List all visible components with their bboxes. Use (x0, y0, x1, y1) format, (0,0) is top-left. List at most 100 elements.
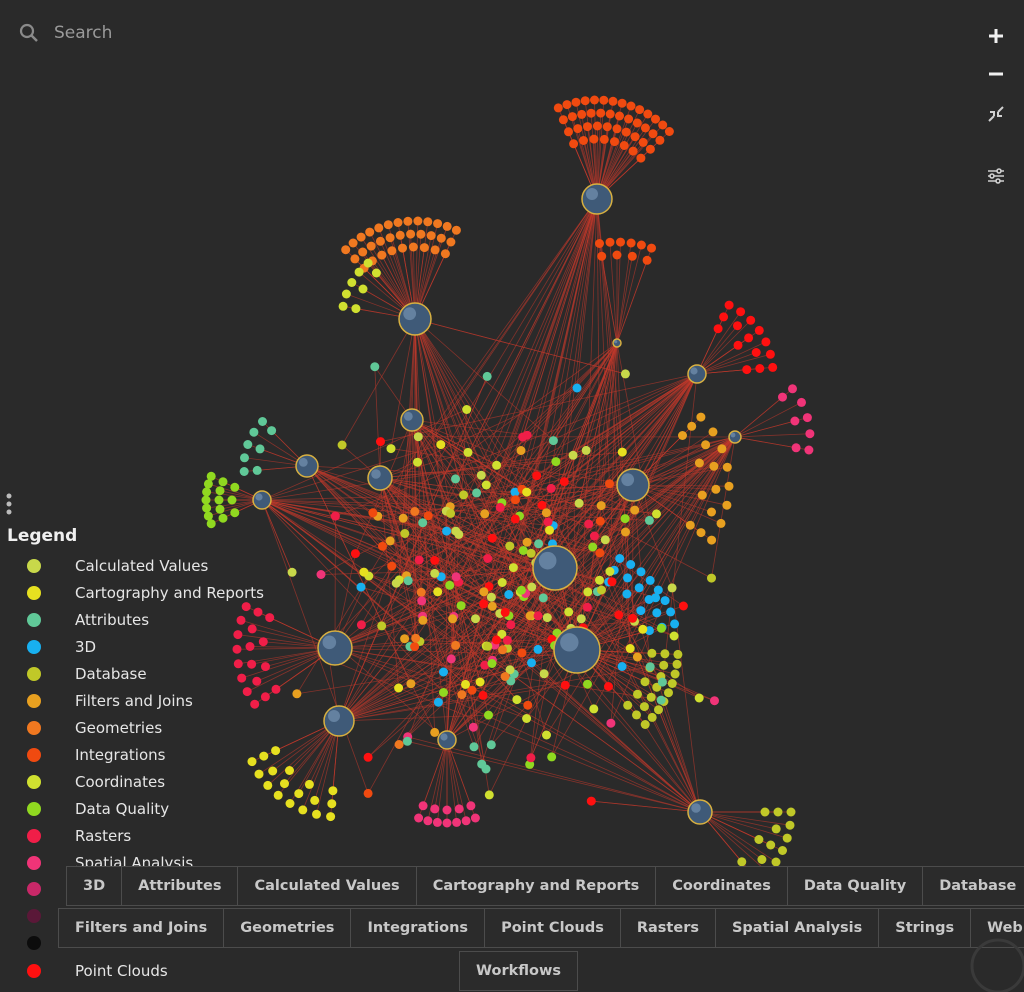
legend-item: Cartography and Reports (27, 583, 264, 603)
filter-button[interactable]: Coordinates (655, 866, 788, 906)
node (802, 413, 812, 423)
node (206, 519, 216, 529)
hub-highlight (538, 551, 557, 570)
node (394, 683, 404, 693)
edge (338, 666, 651, 722)
node (590, 95, 599, 105)
edge (575, 102, 598, 200)
filter-button[interactable]: Workflows (459, 951, 578, 991)
node (617, 662, 627, 671)
node (648, 129, 658, 139)
node (612, 250, 622, 260)
node (639, 702, 649, 712)
edge (485, 198, 598, 486)
fit-view[interactable] (986, 104, 1006, 124)
edge (508, 198, 598, 595)
node (451, 640, 461, 650)
legend-marker (27, 748, 41, 762)
legend-marker (27, 802, 41, 816)
node (451, 225, 461, 235)
hub-node (532, 545, 578, 591)
node (416, 229, 426, 239)
node (652, 608, 662, 618)
edge (296, 198, 598, 694)
settings[interactable] (986, 166, 1006, 186)
edge (584, 100, 598, 200)
node (478, 690, 488, 700)
filter-button[interactable]: Integrations (350, 908, 486, 948)
filter-button[interactable]: 3D (66, 866, 123, 906)
node (627, 251, 637, 261)
node (350, 549, 360, 559)
node (638, 624, 648, 634)
node (644, 515, 654, 525)
node (766, 840, 776, 850)
legend-item: Coordinates (27, 772, 165, 792)
node (370, 362, 380, 372)
panel-handle[interactable] (5, 492, 13, 516)
filter-button[interactable]: Database (922, 866, 1024, 906)
hub-highlight (403, 411, 413, 421)
node (483, 554, 493, 563)
node (716, 518, 726, 528)
filter-button[interactable]: Strings (878, 908, 972, 948)
filter-button[interactable]: Spatial Analysis (714, 908, 880, 948)
edge (329, 659, 701, 813)
node (667, 679, 677, 688)
filter-button[interactable]: Geometries (223, 908, 352, 948)
node (254, 769, 264, 779)
filter-button[interactable]: Data Quality (786, 866, 924, 906)
node (654, 705, 663, 715)
filter-button[interactable]: Cartography and Reports (415, 866, 657, 906)
filter-button[interactable]: Attributes (121, 866, 239, 906)
node (442, 221, 452, 231)
search-box[interactable]: Search (18, 18, 318, 48)
edge (434, 739, 448, 810)
filter-button[interactable]: Rasters (619, 908, 716, 948)
edge (408, 567, 556, 582)
node (215, 504, 225, 514)
zoom-in[interactable] (986, 26, 1006, 46)
edge (382, 484, 634, 547)
filter-button[interactable]: Filters and Joins (58, 908, 225, 948)
node (655, 135, 665, 145)
node (242, 687, 252, 697)
node (298, 805, 308, 815)
edge (596, 113, 649, 200)
node (374, 223, 384, 233)
hub-highlight (440, 733, 448, 741)
node (230, 482, 240, 492)
edge (379, 477, 399, 689)
node (423, 217, 433, 227)
legend-item: Data Quality (27, 799, 169, 819)
node (423, 816, 433, 826)
node (751, 348, 761, 357)
node (790, 416, 800, 426)
node (356, 232, 366, 242)
node (576, 614, 586, 624)
node (647, 712, 657, 722)
node (466, 801, 476, 811)
node (722, 500, 732, 510)
edge (414, 318, 424, 617)
edge (484, 484, 634, 515)
node (670, 619, 680, 629)
edge (398, 436, 736, 745)
filter-button[interactable]: Point Clouds (484, 908, 621, 948)
edge (330, 640, 448, 741)
node (630, 505, 640, 515)
node (542, 730, 551, 740)
node (236, 615, 246, 625)
zoom-out[interactable] (986, 64, 1006, 84)
node (547, 752, 557, 762)
node (581, 445, 591, 455)
node (487, 533, 497, 543)
edge (596, 198, 635, 622)
node (376, 437, 385, 447)
legend-item: Filters and Joins (27, 691, 193, 711)
filter-button[interactable]: Calculated Values (237, 866, 417, 906)
node (707, 535, 717, 545)
node (495, 502, 505, 512)
legend-title: Legend (7, 526, 78, 546)
